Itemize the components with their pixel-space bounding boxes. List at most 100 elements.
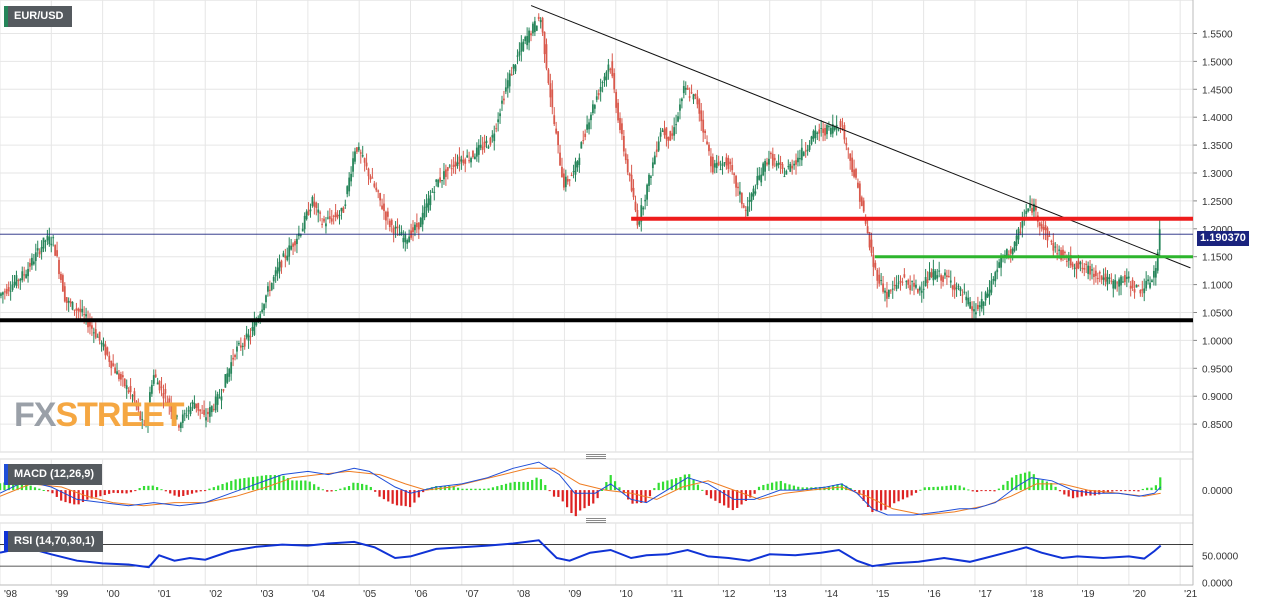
panel-resize-handle-macd[interactable] bbox=[586, 453, 606, 459]
candle-body bbox=[1149, 282, 1151, 288]
candle-body bbox=[429, 195, 432, 206]
candle-body bbox=[89, 320, 91, 327]
macd-histogram-bar bbox=[99, 490, 102, 497]
candle-body bbox=[367, 168, 370, 177]
macd-histogram-bar bbox=[522, 481, 525, 491]
symbol-label[interactable]: EUR/USD bbox=[4, 6, 72, 27]
candle-body bbox=[141, 419, 144, 421]
candle-body bbox=[528, 30, 530, 43]
candle-body bbox=[332, 215, 335, 217]
macd-histogram-bar bbox=[906, 490, 909, 498]
x-tick-label: '19 bbox=[1082, 589, 1095, 600]
candle-body bbox=[1077, 260, 1080, 269]
macd-histogram-bar bbox=[744, 490, 748, 501]
macd-histogram-bar bbox=[705, 490, 708, 496]
candle-body bbox=[580, 142, 583, 149]
candle-body bbox=[326, 217, 329, 219]
macd-histogram-bar bbox=[1085, 490, 1088, 496]
macd-histogram-bar bbox=[356, 482, 359, 491]
macd-histogram-bar bbox=[470, 488, 473, 491]
macd-histogram-bar bbox=[1098, 490, 1101, 495]
x-tick-label: '12 bbox=[722, 589, 735, 600]
macd-histogram-bar bbox=[535, 477, 538, 491]
macd-histogram-bar bbox=[94, 490, 98, 498]
rsi-label[interactable]: RSI (14,70,30,1) bbox=[4, 531, 103, 552]
macd-histogram-bar bbox=[936, 486, 939, 491]
macd-histogram-bar bbox=[509, 482, 512, 491]
macd-histogram-bar bbox=[496, 486, 499, 491]
candle-body bbox=[311, 197, 314, 206]
macd-histogram-bar bbox=[125, 490, 128, 494]
candle-body bbox=[936, 275, 939, 279]
candle-body bbox=[296, 238, 298, 245]
macd-histogram-bar bbox=[592, 490, 595, 504]
candle-body bbox=[0, 293, 2, 296]
candle-body bbox=[431, 191, 434, 193]
candle-body bbox=[1048, 235, 1051, 237]
x-tick-label: '13 bbox=[774, 589, 787, 600]
candle-body bbox=[949, 280, 952, 283]
candle-body bbox=[75, 308, 78, 311]
candle-body bbox=[785, 170, 788, 175]
macd-histogram-bar bbox=[151, 485, 154, 491]
candle-body bbox=[1127, 276, 1130, 279]
candle-body bbox=[321, 223, 323, 225]
macd-histogram-bar bbox=[238, 478, 242, 491]
candle-body bbox=[152, 375, 155, 384]
candle-body bbox=[715, 162, 718, 169]
candle-body bbox=[412, 227, 414, 233]
macd-histogram-bar bbox=[548, 490, 551, 492]
candle-body bbox=[576, 161, 579, 168]
candle-body bbox=[504, 87, 507, 92]
candle-body bbox=[653, 155, 656, 165]
macd-histogram-bar bbox=[173, 490, 176, 496]
candle-body bbox=[748, 199, 751, 202]
candle-body bbox=[942, 276, 944, 282]
macd-histogram-bar bbox=[805, 487, 809, 491]
macd-histogram-bar bbox=[657, 482, 660, 491]
y-tick-label: 1.5000 bbox=[1202, 57, 1233, 68]
candle-body bbox=[415, 222, 418, 228]
candle-body bbox=[145, 419, 147, 425]
macd-histogram-bar bbox=[766, 483, 769, 491]
candle-body bbox=[203, 409, 205, 415]
panel-resize-handle-rsi[interactable] bbox=[586, 517, 606, 523]
candle-body bbox=[887, 289, 890, 297]
candle-body bbox=[176, 415, 178, 417]
candle-body bbox=[518, 51, 521, 56]
candle-body bbox=[61, 275, 64, 292]
candle-body bbox=[926, 279, 929, 284]
macd-histogram-bar bbox=[1141, 488, 1144, 491]
candle-body bbox=[489, 137, 492, 145]
candle-body bbox=[911, 280, 913, 282]
macd-histogram-bar bbox=[949, 485, 953, 491]
macd-histogram-bar bbox=[1015, 474, 1018, 491]
candle-body bbox=[918, 287, 921, 291]
candle-body bbox=[274, 270, 277, 277]
candle-body bbox=[208, 407, 211, 417]
candle-body bbox=[574, 161, 577, 175]
candle-body bbox=[644, 199, 647, 202]
candle-body bbox=[682, 86, 685, 94]
macd-histogram-bar bbox=[465, 488, 468, 491]
macd-histogram-bar bbox=[561, 490, 564, 502]
candle-body bbox=[485, 140, 488, 144]
candle-body bbox=[385, 211, 387, 221]
candle-body bbox=[172, 413, 175, 415]
macd-label[interactable]: MACD (12,26,9) bbox=[4, 464, 103, 485]
candle-body bbox=[1040, 224, 1043, 229]
macd-histogram-bar bbox=[1146, 487, 1149, 491]
candle-body bbox=[135, 401, 138, 407]
candle-body bbox=[818, 129, 821, 134]
candle-body bbox=[156, 382, 159, 385]
macd-histogram-bar bbox=[138, 488, 141, 491]
candle-body bbox=[961, 294, 964, 296]
candle-body bbox=[365, 162, 368, 167]
candle-body bbox=[824, 128, 826, 136]
candle-body bbox=[895, 284, 898, 289]
macd-histogram-bar bbox=[1128, 490, 1131, 492]
candle-body bbox=[383, 203, 385, 212]
candle-body bbox=[746, 206, 749, 217]
candle-body bbox=[143, 424, 146, 426]
macd-histogram-bar bbox=[326, 490, 329, 492]
